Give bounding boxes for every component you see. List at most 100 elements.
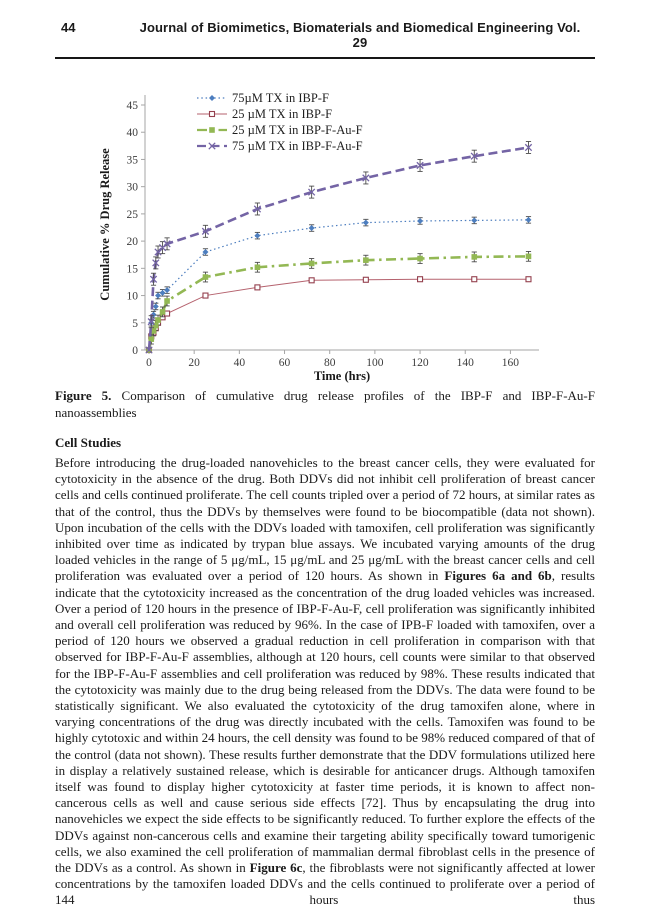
cross-marker xyxy=(208,142,216,150)
diamond-marker xyxy=(308,225,315,232)
diamond-marker xyxy=(362,219,369,226)
diamond-marker xyxy=(159,289,166,296)
y-tick-label: 25 xyxy=(127,209,139,221)
cross-marker xyxy=(416,161,424,170)
open-square-marker xyxy=(254,284,261,291)
series-line xyxy=(148,278,529,351)
chart-legend: 75µM TX in IBP-F 25 µM TX in IBP-F 25 µM T… xyxy=(197,91,363,153)
cross-marker xyxy=(362,174,370,182)
cross-marker xyxy=(152,259,160,267)
text-segment: Figures 6a and 6b xyxy=(444,568,552,584)
open-square-marker xyxy=(208,110,216,118)
legend-label: 75µM TX in IBP-F xyxy=(232,91,329,105)
text-segment: , the fibroblasts were not significantly… xyxy=(55,860,595,908)
x-tick-label: 80 xyxy=(324,357,336,369)
cross-marker xyxy=(163,240,171,248)
y-axis-title: Cumulative % Drug Release xyxy=(98,148,112,301)
open-square-marker xyxy=(525,276,532,283)
y-tick-label: 40 xyxy=(127,127,139,139)
journal-page: 44 Journal of Biomimetics, Biomaterials … xyxy=(55,0,595,909)
series-3 xyxy=(145,141,533,354)
diamond-marker xyxy=(164,287,171,294)
text-segment: , results indicate that the cytotoxicity… xyxy=(55,568,595,876)
y-axis: 0 5 10 15 20 25 30 35 40 45 xyxy=(127,100,145,357)
diamond-marker xyxy=(254,232,261,239)
legend-label: 25 µM TX in IBP-F xyxy=(232,107,332,121)
text-segment: Comparison of cumulative drug release pr… xyxy=(55,388,595,420)
cross-marker xyxy=(147,318,155,326)
cross-marker xyxy=(253,205,262,213)
cross-marker xyxy=(201,227,210,235)
series-line xyxy=(148,219,529,351)
diamond-marker xyxy=(525,216,532,223)
axes xyxy=(144,95,539,351)
cross-marker xyxy=(307,188,316,196)
diamond-marker xyxy=(417,217,424,224)
y-tick-label: 45 xyxy=(127,100,139,112)
text-segment: Before introducing the drug-loaded nanov… xyxy=(55,455,595,584)
y-tick-label: 10 xyxy=(127,291,139,303)
page-number: 44 xyxy=(61,20,76,35)
cross-marker xyxy=(470,152,478,160)
figure5-block: 0 5 10 15 20 25 30 35 40 45 0 20 40 60 80 100 120 140 160 T… xyxy=(55,85,595,385)
figure5-caption: Figure 5. Comparison of cumulative drug … xyxy=(55,387,595,421)
x-tick-label: 20 xyxy=(188,357,200,369)
x-tick-label: 120 xyxy=(411,357,429,369)
x-tick-label: 160 xyxy=(502,357,519,369)
y-tick-label: 0 xyxy=(132,345,138,357)
square-marker xyxy=(164,298,170,304)
x-tick-label: 40 xyxy=(234,357,246,369)
square-marker xyxy=(525,253,532,260)
cross-marker xyxy=(145,346,153,354)
figure5-chart: 0 5 10 15 20 25 30 35 40 45 0 20 40 60 80 100 120 140 160 T… xyxy=(98,91,539,383)
diamond-marker xyxy=(209,95,215,101)
diamond-marker xyxy=(471,217,478,224)
square-marker xyxy=(202,274,209,280)
journal-title: Journal of Biomimetics, Biomaterials and… xyxy=(139,20,581,50)
legend-item: 25 µM TX in IBP-F-Au-F xyxy=(197,123,363,137)
diamond-marker xyxy=(155,292,162,299)
y-tick-label: 20 xyxy=(127,236,139,248)
square-marker xyxy=(471,254,478,260)
page-header: 44 Journal of Biomimetics, Biomaterials … xyxy=(55,20,595,50)
legend-label: 25 µM TX in IBP-F-Au-F xyxy=(232,123,363,137)
cross-marker xyxy=(149,275,158,283)
open-square-marker xyxy=(202,292,209,299)
y-tick-label: 30 xyxy=(127,182,139,194)
square-marker xyxy=(159,309,166,315)
y-tick-label: 15 xyxy=(127,263,139,275)
square-marker xyxy=(150,328,157,334)
square-marker xyxy=(417,255,423,262)
diamond-marker xyxy=(202,249,209,255)
open-square-marker xyxy=(471,276,478,283)
series-line xyxy=(147,255,529,351)
legend-item: 75µM TX in IBP-F xyxy=(197,91,329,105)
x-tick-label: 140 xyxy=(457,357,475,369)
x-axis-title: Time (hrs) xyxy=(314,369,370,383)
legend-label: 75 µM TX in IBP-F-Au-F xyxy=(232,139,363,153)
text-segment: Figure 6c xyxy=(249,860,303,876)
series-2 xyxy=(146,251,532,353)
square-marker xyxy=(209,127,215,133)
square-marker xyxy=(148,336,155,342)
y-tick-label: 5 xyxy=(132,318,138,330)
open-square-marker xyxy=(417,276,424,283)
open-square-marker xyxy=(362,276,369,283)
diamond-marker xyxy=(150,311,157,318)
square-marker xyxy=(155,317,161,323)
y-tick-label: 35 xyxy=(127,154,139,166)
text-segment: Figure 5. xyxy=(55,388,112,403)
cross-marker xyxy=(524,143,533,152)
section-heading-cell-studies: Cell Studies xyxy=(55,435,122,450)
square-marker xyxy=(152,322,159,329)
x-axis: 0 20 40 60 80 100 120 140 160 xyxy=(146,350,519,369)
x-tick-label: 60 xyxy=(279,357,291,369)
header-rule xyxy=(55,57,595,59)
diamond-marker xyxy=(152,303,159,310)
open-square-marker xyxy=(308,277,315,284)
square-marker xyxy=(308,260,315,267)
square-marker xyxy=(254,264,261,271)
legend-item: 75 µM TX in IBP-F-Au-F xyxy=(197,139,363,153)
square-marker xyxy=(363,257,369,263)
body-paragraph: Before introducing the drug-loaded nanov… xyxy=(55,455,595,909)
